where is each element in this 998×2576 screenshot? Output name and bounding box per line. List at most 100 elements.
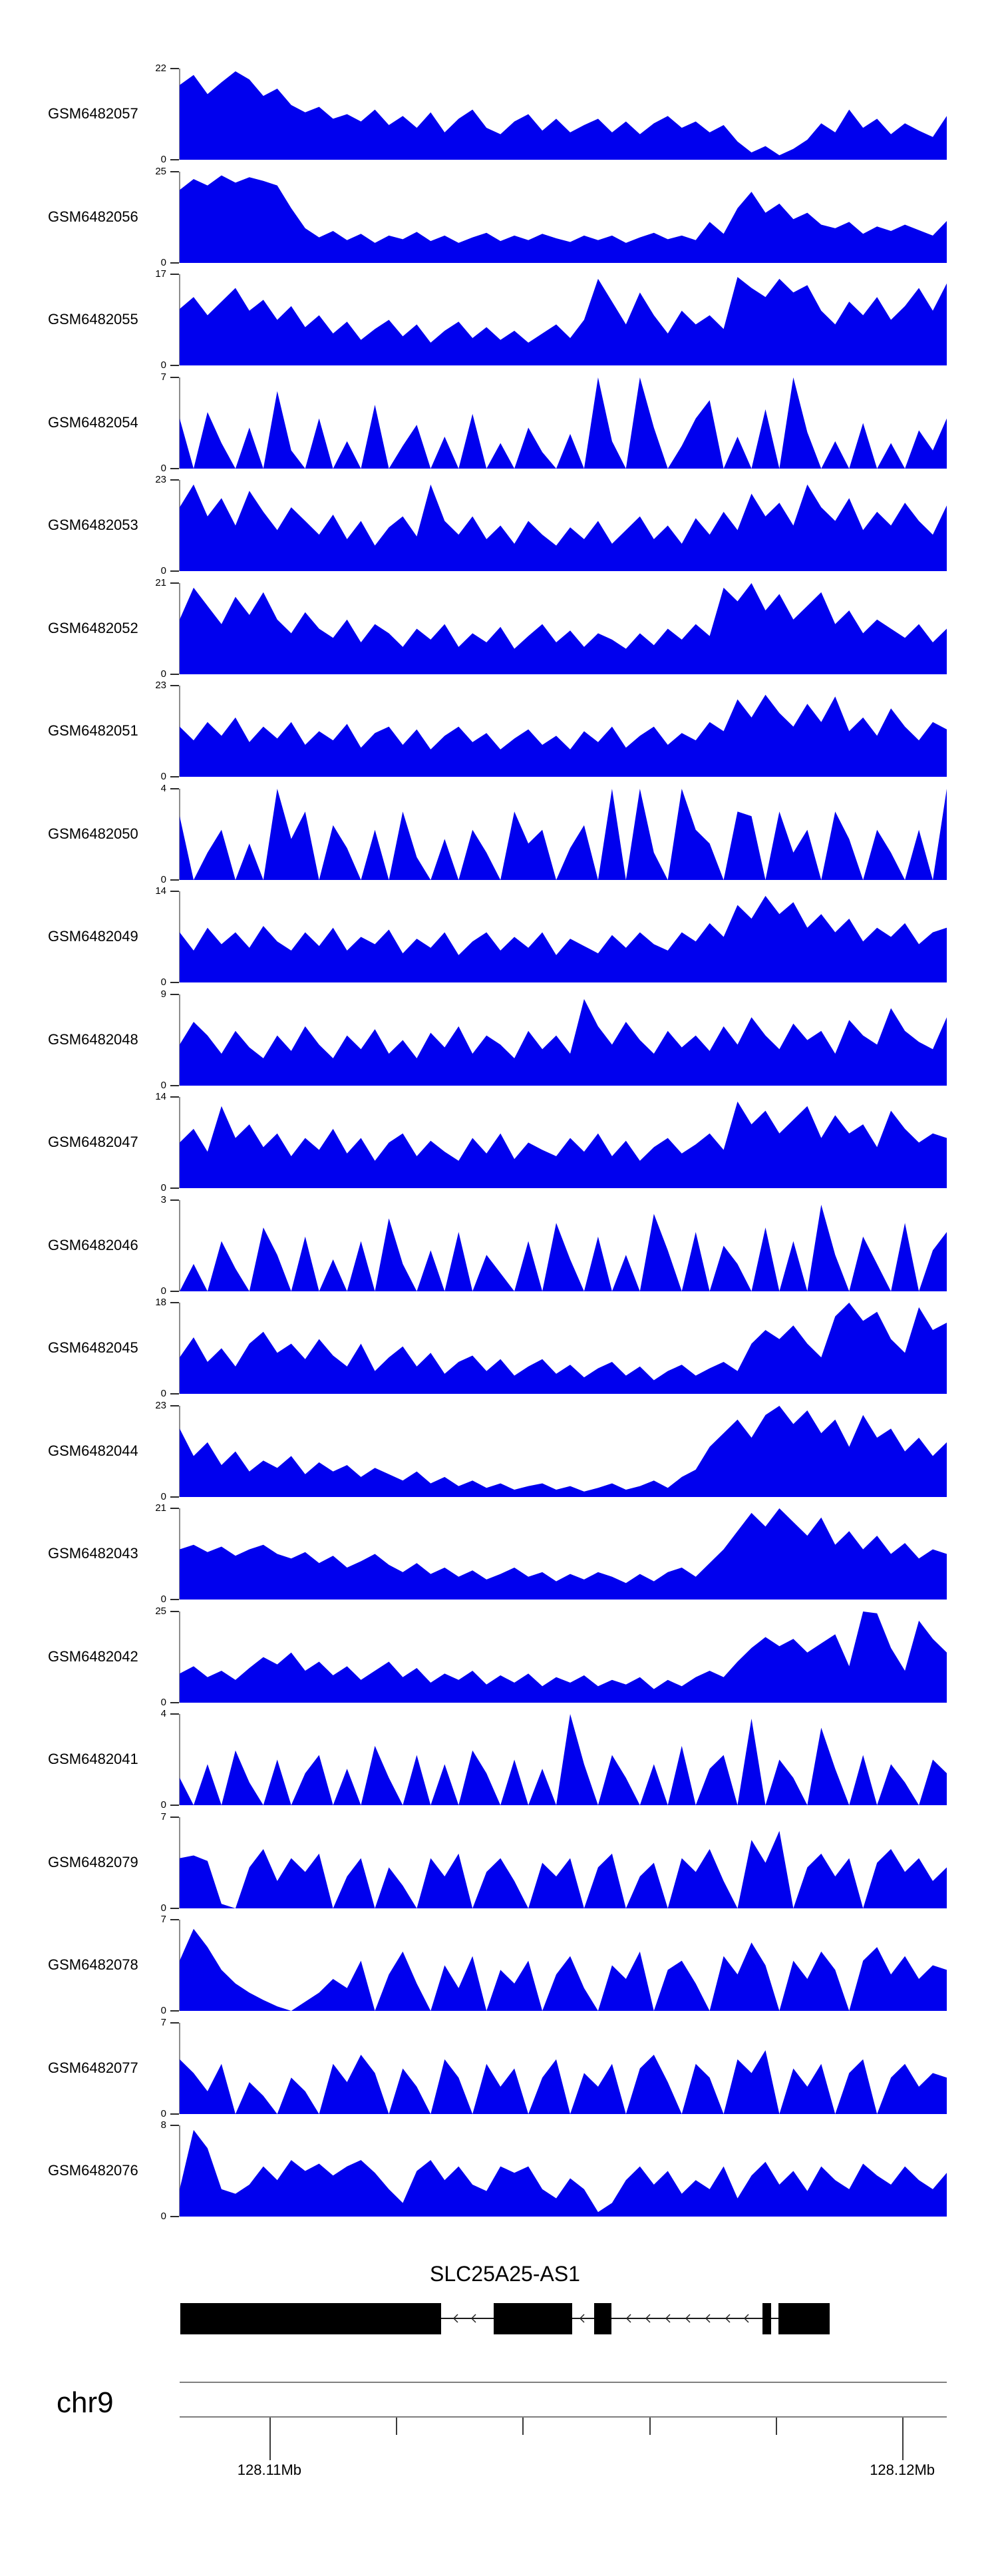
signal-area-plot xyxy=(180,1714,947,1805)
gene-name-label: SLC25A25-AS1 xyxy=(430,2262,580,2286)
y-axis-bottom-tick xyxy=(170,159,179,160)
strand-chevron-left-icon xyxy=(625,2314,631,2323)
y-axis-zero-label: 0 xyxy=(160,2108,166,2119)
y-axis-line xyxy=(179,994,180,1086)
y-axis-max-label: 17 xyxy=(155,268,166,280)
signal-area-plot xyxy=(180,895,947,982)
y-axis-zero-label: 0 xyxy=(160,2211,166,2222)
data-track-row: GSM6482055 17 0 xyxy=(0,269,998,371)
track-label: GSM6482046 xyxy=(48,1236,138,1253)
y-axis-top-tick xyxy=(170,788,179,789)
data-track-row: GSM6482077 7 0 xyxy=(0,2018,998,2119)
signal-area-plot xyxy=(180,377,947,469)
y-axis-bottom-tick xyxy=(170,1291,179,1292)
y-axis-top-tick xyxy=(170,582,179,584)
y-axis-zero-label: 0 xyxy=(160,1285,166,1297)
y-axis-line xyxy=(179,1303,180,1394)
y-axis-zero-label: 0 xyxy=(160,771,166,782)
data-track-row: GSM6482043 21 0 xyxy=(0,1503,998,1605)
strand-chevron-left-icon xyxy=(685,2314,691,2323)
y-axis-max-label: 8 xyxy=(160,2119,166,2131)
strand-chevron-left-icon xyxy=(470,2314,476,2323)
y-axis-max-label: 23 xyxy=(155,474,166,485)
signal-polygon xyxy=(180,1714,947,1805)
coordinate-label: 128.11Mb xyxy=(237,2462,301,2478)
signal-area-plot xyxy=(180,1508,947,1600)
gene-exon xyxy=(593,2303,612,2334)
signal-area-plot xyxy=(180,789,947,880)
gene-exon xyxy=(778,2303,830,2334)
y-axis-line xyxy=(179,1714,180,1805)
y-axis-zero-label: 0 xyxy=(160,359,166,371)
signal-polygon xyxy=(180,1928,947,2011)
y-axis-zero-label: 0 xyxy=(160,976,166,988)
coordinate-label: 128.12Mb xyxy=(870,2462,935,2478)
track-label: GSM6482047 xyxy=(48,1133,138,1150)
data-track-row: GSM6482054 7 0 xyxy=(0,372,998,474)
y-axis-max-label: 21 xyxy=(155,1502,166,1514)
y-axis-bottom-tick xyxy=(170,879,179,881)
signal-polygon xyxy=(180,998,947,1086)
track-label: GSM6482056 xyxy=(48,208,138,225)
signal-area-plot xyxy=(180,694,947,777)
y-axis-zero-label: 0 xyxy=(160,1697,166,1708)
signal-area-plot xyxy=(180,1204,947,1291)
data-track-row: GSM6482052 21 0 xyxy=(0,578,998,680)
signal-area-plot xyxy=(180,2050,947,2114)
data-track-row: GSM6482041 4 0 xyxy=(0,1709,998,1811)
y-axis-top-tick xyxy=(170,1302,179,1303)
y-axis-max-label: 25 xyxy=(155,1606,166,1617)
y-axis-max-label: 14 xyxy=(155,1091,166,1102)
y-axis-top-tick xyxy=(170,377,179,378)
signal-area-plot xyxy=(180,1101,947,1188)
y-axis-line xyxy=(179,1200,180,1291)
y-axis-top-tick xyxy=(170,2022,179,2024)
y-axis-zero-label: 0 xyxy=(160,1080,166,1091)
signal-polygon xyxy=(180,1611,947,1703)
track-label: GSM6482079 xyxy=(48,1853,138,1870)
strand-chevron-left-icon xyxy=(645,2314,651,2323)
y-axis-bottom-tick xyxy=(170,1085,179,1086)
y-axis-bottom-tick xyxy=(170,1908,179,1909)
y-axis-bottom-tick xyxy=(170,365,179,366)
axis-minor-tick xyxy=(775,2418,777,2435)
y-axis-max-label: 25 xyxy=(155,166,166,177)
data-track-row: GSM6482057 22 0 xyxy=(0,63,998,165)
signal-area-plot xyxy=(180,277,947,365)
data-track-row: GSM6482048 9 0 xyxy=(0,989,998,1091)
y-axis-top-tick xyxy=(170,1611,179,1612)
signal-polygon xyxy=(180,1101,947,1188)
strand-chevron-left-icon xyxy=(725,2314,731,2323)
y-axis-max-label: 9 xyxy=(160,988,166,1000)
track-label: GSM6482043 xyxy=(48,1544,138,1562)
signal-polygon xyxy=(180,583,947,674)
track-label: GSM6482057 xyxy=(48,105,138,122)
axis-minor-tick xyxy=(522,2418,524,2435)
track-label: GSM6482078 xyxy=(48,1956,138,1973)
data-track-row: GSM6482049 14 0 xyxy=(0,886,998,988)
y-axis-zero-label: 0 xyxy=(160,154,166,165)
track-label: GSM6482053 xyxy=(48,516,138,533)
signal-polygon xyxy=(180,1204,947,1291)
axis-minor-tick xyxy=(649,2418,651,2435)
y-axis-bottom-tick xyxy=(170,674,179,675)
y-axis-top-tick xyxy=(170,994,179,995)
y-axis-bottom-tick xyxy=(170,1393,179,1395)
data-track-row: GSM6482046 3 0 xyxy=(0,1195,998,1297)
signal-polygon xyxy=(180,1303,947,1394)
y-axis-bottom-tick xyxy=(170,468,179,469)
y-axis-max-label: 4 xyxy=(160,1708,166,1719)
track-label: GSM6482051 xyxy=(48,722,138,739)
y-axis-top-tick xyxy=(170,479,179,481)
y-axis-max-label: 7 xyxy=(160,2017,166,2028)
y-axis-max-label: 14 xyxy=(155,885,166,897)
y-axis-zero-label: 0 xyxy=(160,1182,166,1193)
signal-polygon xyxy=(180,2050,947,2114)
y-axis-top-tick xyxy=(170,1817,179,1818)
y-axis-max-label: 4 xyxy=(160,783,166,794)
signal-area-plot xyxy=(180,2129,947,2217)
axis-line-bottom xyxy=(180,2416,947,2418)
signal-area-plot xyxy=(180,175,947,263)
data-track-row: GSM6482050 4 0 xyxy=(0,783,998,885)
y-axis-zero-label: 0 xyxy=(160,1491,166,1502)
